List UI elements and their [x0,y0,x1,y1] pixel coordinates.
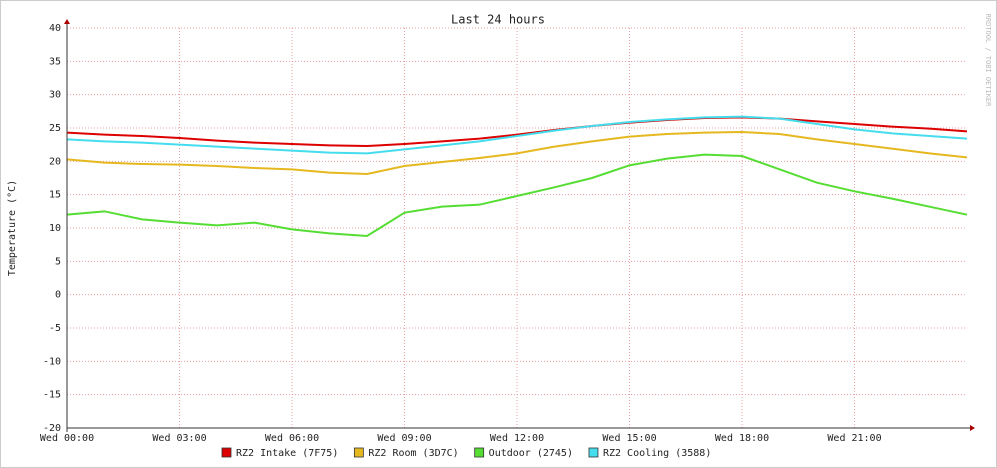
x-tick-label: Wed 00:00 [40,433,94,444]
y-tick-label: -10 [43,356,61,367]
x-tick-label: Wed 06:00 [265,433,319,444]
x-arrow [970,425,975,431]
x-tick-label: Wed 09:00 [377,433,431,444]
x-tick-label: Wed 12:00 [490,433,544,444]
series-line [66,130,968,176]
y-tick-label: 10 [49,223,61,234]
legend: RZ2 Intake (7F75) RZ2 Room (3D7C) Outdoor … [221,447,711,459]
x-tick-label: Wed 15:00 [602,433,656,444]
y-tick-label: 40 [49,23,61,34]
legend-swatch [588,447,599,458]
y-tick-label: 5 [55,256,61,267]
y-tick-label: 15 [49,190,61,201]
lines [66,115,968,238]
x-tick-label: Wed 18:00 [715,433,769,444]
legend-swatch [221,447,232,458]
y-tick-label: -20 [43,423,61,434]
x-tick-label: Wed 03:00 [152,433,206,444]
legend-label: Outdoor (2745) [489,448,573,459]
chart-title: Last 24 hours [451,13,545,27]
y-tick-label: 30 [49,90,61,101]
y-arrow [64,19,70,24]
legend-label: RZ2 Room (3D7C) [368,448,458,459]
grid: -20 -15 -10 -5 0 5 10 15 20 25 30 35 40 Wed 00:00 Wed … [40,23,967,444]
legend-swatch [474,447,485,458]
series-line [66,116,968,148]
legend-label: RZ2 Cooling (3588) [603,448,711,459]
watermark: RRDTOOL / TOBI OETIKER [984,14,992,108]
x-tick-label: Wed 21:00 [827,433,881,444]
y-tick-label: 0 [55,290,61,301]
legend-label: RZ2 Intake (7F75) [236,448,338,459]
y-tick-label: 35 [49,56,61,67]
y-tick-label: -5 [49,323,61,334]
y-tick-label: 20 [49,156,61,167]
legend-swatch [353,447,364,458]
series-line [66,153,968,238]
y-tick-label: -15 [43,390,61,401]
y-axis-label: Temperature (°C) [7,180,18,276]
series-line [66,115,968,155]
y-tick-label: 25 [49,123,61,134]
